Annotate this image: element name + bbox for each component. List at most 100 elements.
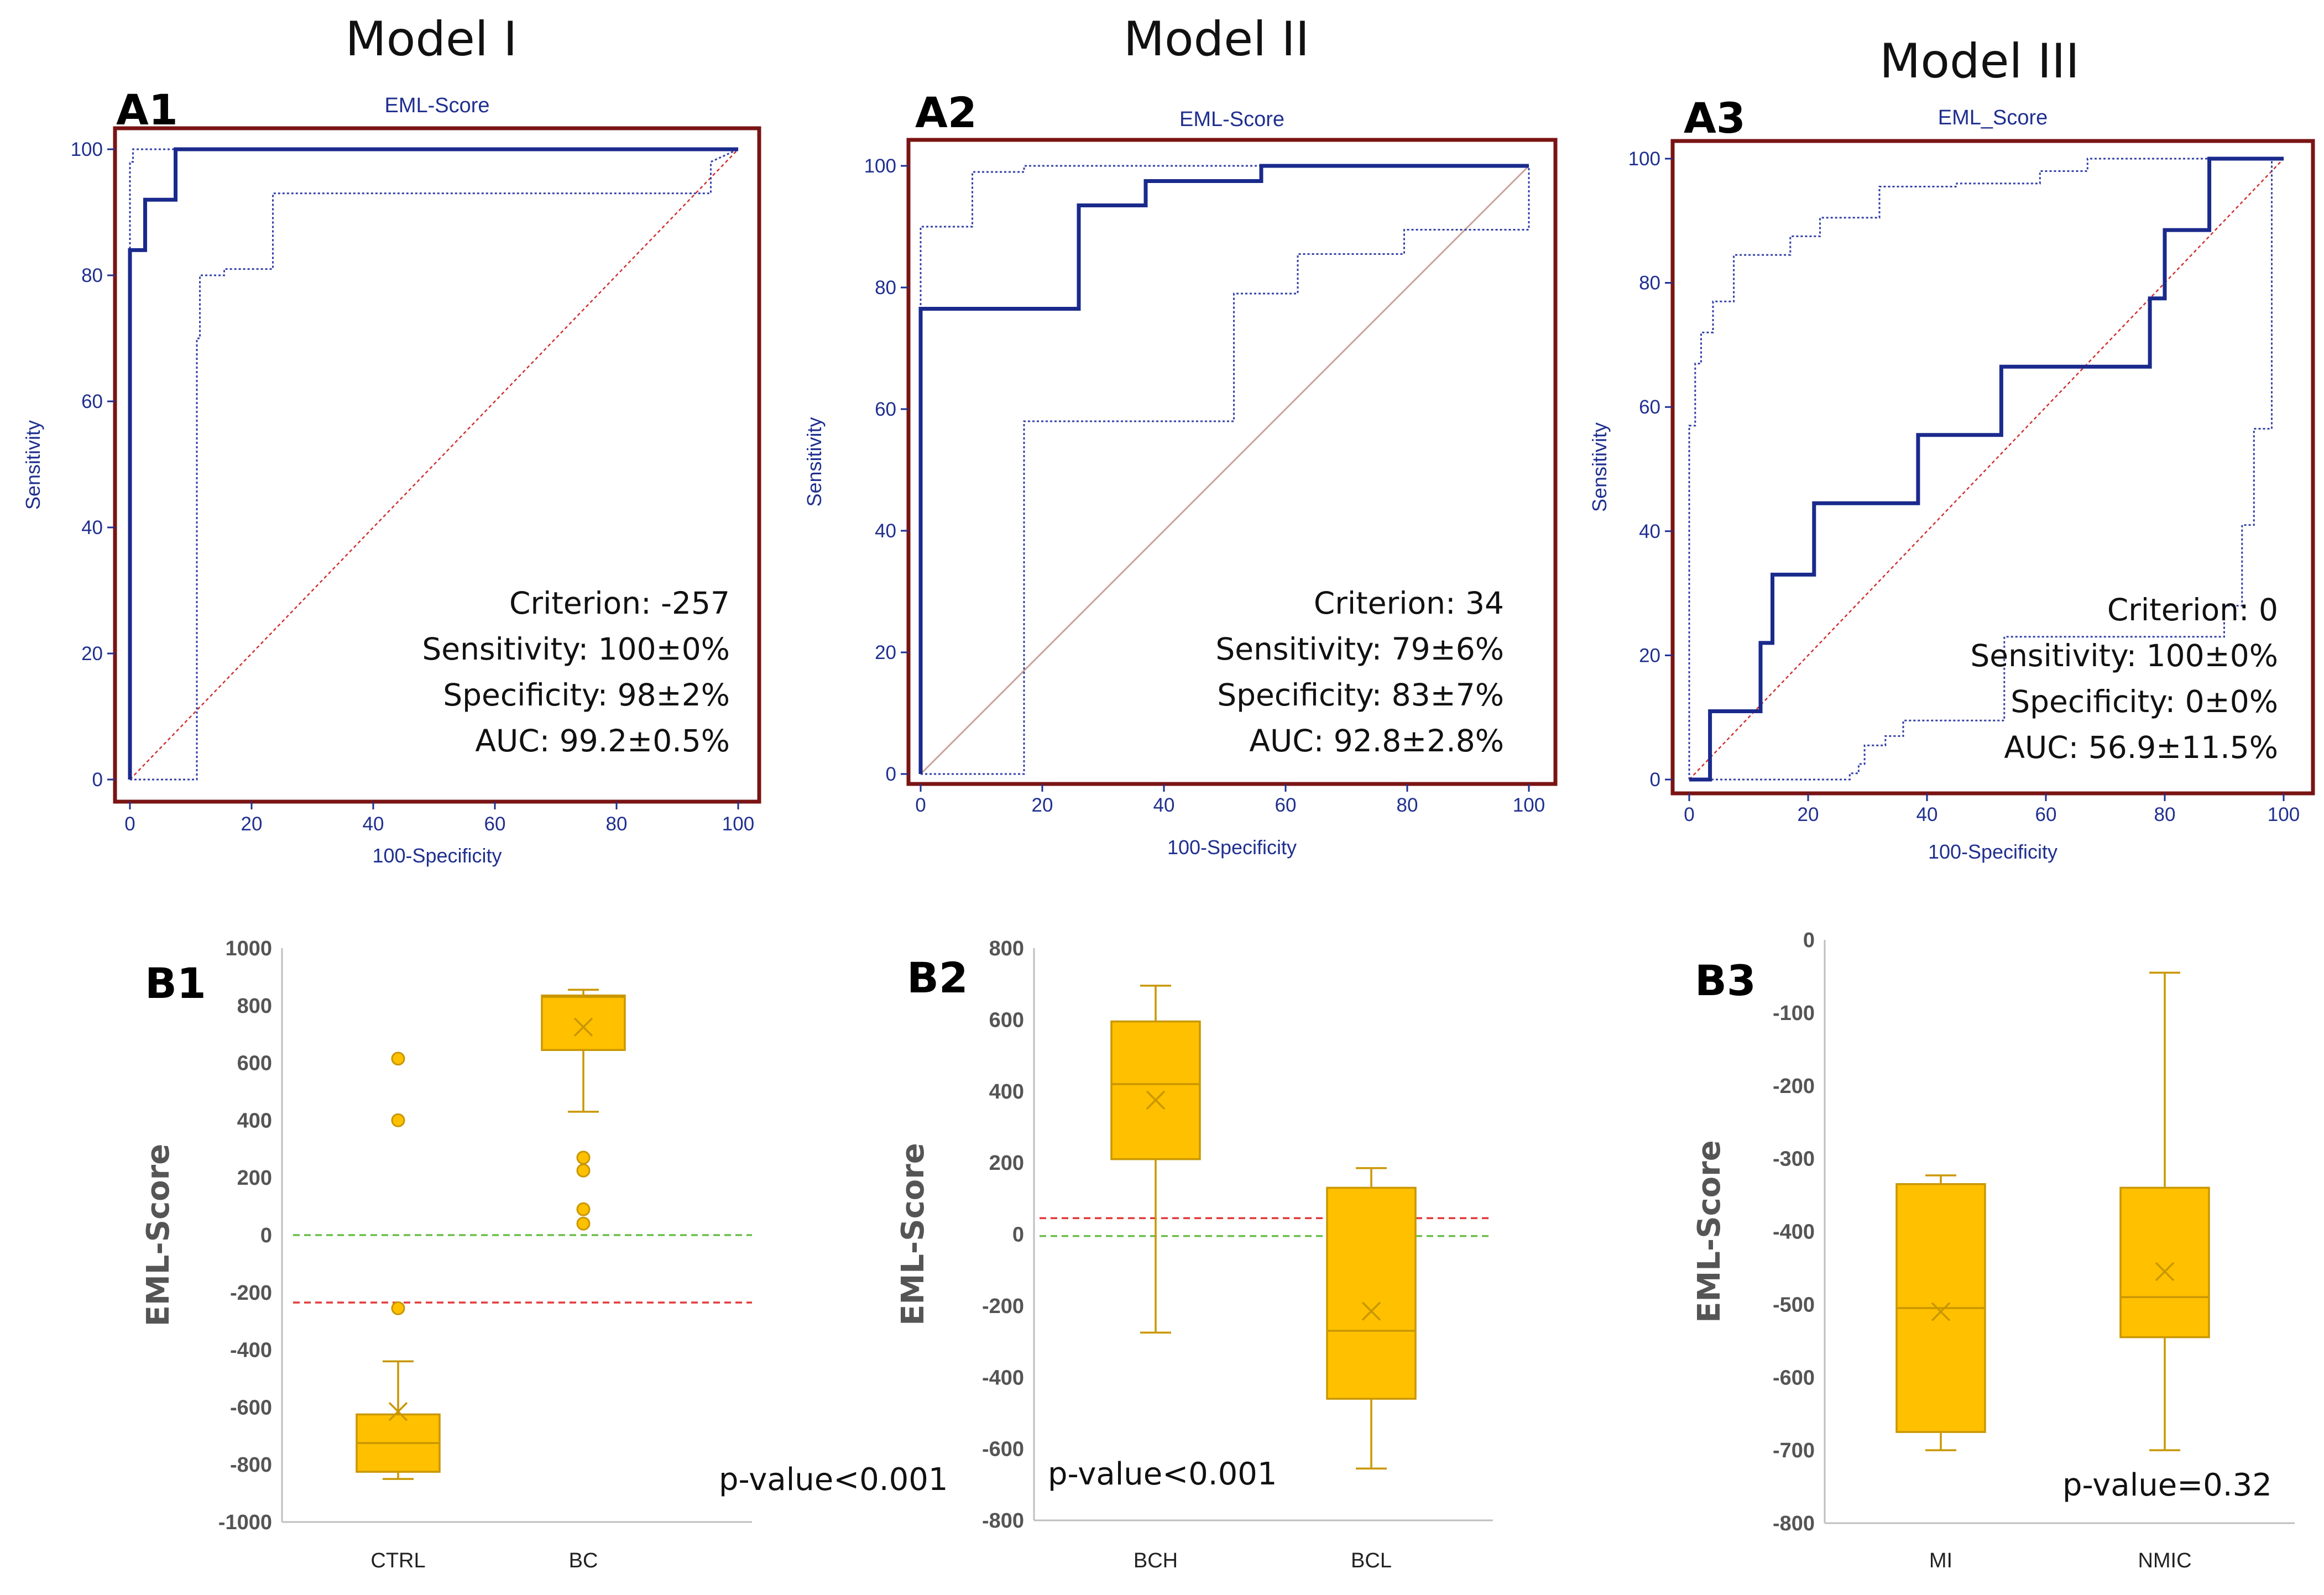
y-tick-label: 80 <box>875 277 896 299</box>
y-tick-label: 100 <box>864 155 896 177</box>
category-label: BC <box>569 1549 598 1572</box>
y-tick-label: -200 <box>230 1282 272 1305</box>
y-tick-label: -600 <box>982 1438 1024 1461</box>
stat-line: Criterion: 34 <box>1314 585 1504 621</box>
x-tick-label: 20 <box>1032 794 1053 816</box>
stat-line: AUC: 92.8±2.8% <box>1249 723 1504 759</box>
y-tick-label: -700 <box>1773 1439 1815 1462</box>
mean-marker <box>1931 1302 1951 1321</box>
panel-label-a3: A3 <box>1684 93 1746 143</box>
y-tick-label: 400 <box>989 1080 1024 1104</box>
y-tick-label: -400 <box>230 1339 272 1362</box>
y-tick-label: 0 <box>1803 929 1815 952</box>
y-tick-label: -500 <box>1773 1293 1815 1316</box>
p-value-label: p-value<0.001 <box>719 1462 948 1498</box>
panel-label-a1: A1 <box>116 85 178 134</box>
y-axis-label: EML-Score <box>1691 1140 1727 1323</box>
y-tick-label: -600 <box>230 1396 272 1419</box>
box-bc <box>541 989 626 1231</box>
category-label: MI <box>1929 1549 1952 1572</box>
x-tick-label: 40 <box>1153 794 1175 816</box>
y-axis-label: EML-Score <box>895 1143 931 1326</box>
mean-marker <box>1361 1301 1381 1321</box>
model-i-title: Model I <box>346 12 518 67</box>
outlier-point <box>391 1301 405 1315</box>
x-tick-label: 0 <box>124 813 135 835</box>
y-tick-label: 600 <box>989 1008 1024 1032</box>
plot-frame <box>906 138 1558 786</box>
x-tick-label: 80 <box>606 813 628 835</box>
chart-title: EML-Score <box>384 94 489 117</box>
y-tick-label: 800 <box>237 995 272 1018</box>
y-tick-label: 100 <box>1628 148 1660 170</box>
outlier-point <box>576 1216 591 1231</box>
category-label: BCL <box>1351 1549 1392 1572</box>
iqr-box <box>1326 1186 1417 1400</box>
y-tick-label: 40 <box>1639 521 1660 542</box>
y-tick-label: 0 <box>886 763 896 785</box>
stat-line: Specificity: 0±0% <box>2010 684 2278 719</box>
x-tick-label: 60 <box>2035 804 2057 825</box>
y-tick-label: 40 <box>81 517 103 538</box>
y-tick-label: -1000 <box>218 1511 272 1534</box>
panel-label-a2: A2 <box>915 88 977 137</box>
series-ci-lower <box>1689 158 2284 781</box>
y-tick-label: -200 <box>982 1295 1024 1318</box>
series-reference <box>920 165 1530 775</box>
x-tick-label: 100 <box>722 813 754 835</box>
x-axis-label: 100-Specificity <box>1928 840 2057 863</box>
outlier-point <box>391 1113 405 1127</box>
box-bcl <box>1326 1167 1417 1470</box>
x-tick-label: 0 <box>1684 804 1694 825</box>
chart-title: EML-Score <box>1179 108 1284 131</box>
plot-frame <box>113 126 761 804</box>
box-nmic <box>2119 971 2210 1451</box>
y-tick-label: -800 <box>1773 1512 1815 1535</box>
y-tick-label: -800 <box>982 1509 1024 1533</box>
iqr-box <box>1110 1020 1201 1160</box>
y-tick-label: 200 <box>989 1152 1024 1175</box>
roc-chart-a1: 0 20 40 60 80 100 0 20 40 60 80 100 EML-Score 100-Spe… <box>22 94 761 867</box>
stat-line: Criterion: 0 <box>2107 592 2278 627</box>
y-tick-label: 0 <box>1012 1223 1024 1247</box>
y-tick-label: 60 <box>81 391 103 412</box>
stat-line: AUC: 56.9±11.5% <box>2004 730 2278 765</box>
x-tick-label: 40 <box>363 813 384 835</box>
y-tick-label: 40 <box>875 520 896 542</box>
x-axis-label: 100-Specificity <box>1167 836 1297 859</box>
chart-title: EML_Score <box>1938 106 2048 129</box>
x-tick-label: 20 <box>1798 804 1819 825</box>
y-tick-label: 20 <box>1639 645 1660 666</box>
mean-marker <box>2155 1262 2175 1282</box>
y-tick-label: -400 <box>1773 1221 1815 1244</box>
category-label: BCH <box>1134 1549 1178 1572</box>
plot-frame <box>1670 139 2315 796</box>
y-tick-label: -200 <box>1773 1075 1815 1098</box>
y-tick-label: 200 <box>237 1167 272 1190</box>
stat-line: Criterion: -257 <box>509 585 730 621</box>
stat-line: Specificity: 98±2% <box>443 677 730 713</box>
box-bch <box>1110 985 1201 1334</box>
panel-label-b3: B3 <box>1695 956 1756 1005</box>
y-tick-label: 80 <box>81 265 103 286</box>
y-tick-label: 20 <box>81 643 103 665</box>
y-tick-label: -300 <box>1773 1148 1815 1171</box>
y-axis-label: Sensitivity <box>803 417 826 506</box>
x-tick-label: 60 <box>484 813 506 835</box>
y-tick-label: -100 <box>1773 1002 1815 1025</box>
outlier-point <box>576 1151 591 1165</box>
y-tick-label: 400 <box>237 1109 272 1132</box>
x-tick-label: 80 <box>2154 804 2176 825</box>
roc-chart-a3: 0 20 40 60 80 100 0 20 40 60 80 100 EML_Score 100-Spe… <box>1588 106 2315 863</box>
category-label: NMIC <box>2138 1549 2191 1572</box>
panel-label-b1: B1 <box>145 959 206 1008</box>
box-chart-b2: -800 -600 -400 -200 0 200 400 600 800 EML-Score BC… <box>895 937 1493 1572</box>
y-tick-label: 0 <box>1650 769 1660 791</box>
y-tick-label: 0 <box>92 769 103 791</box>
y-tick-label: -800 <box>230 1453 272 1477</box>
y-tick-label: 20 <box>875 642 896 663</box>
panel-label-b2: B2 <box>907 953 968 1002</box>
mean-marker <box>1146 1090 1166 1110</box>
box-mi <box>1895 1174 1986 1451</box>
